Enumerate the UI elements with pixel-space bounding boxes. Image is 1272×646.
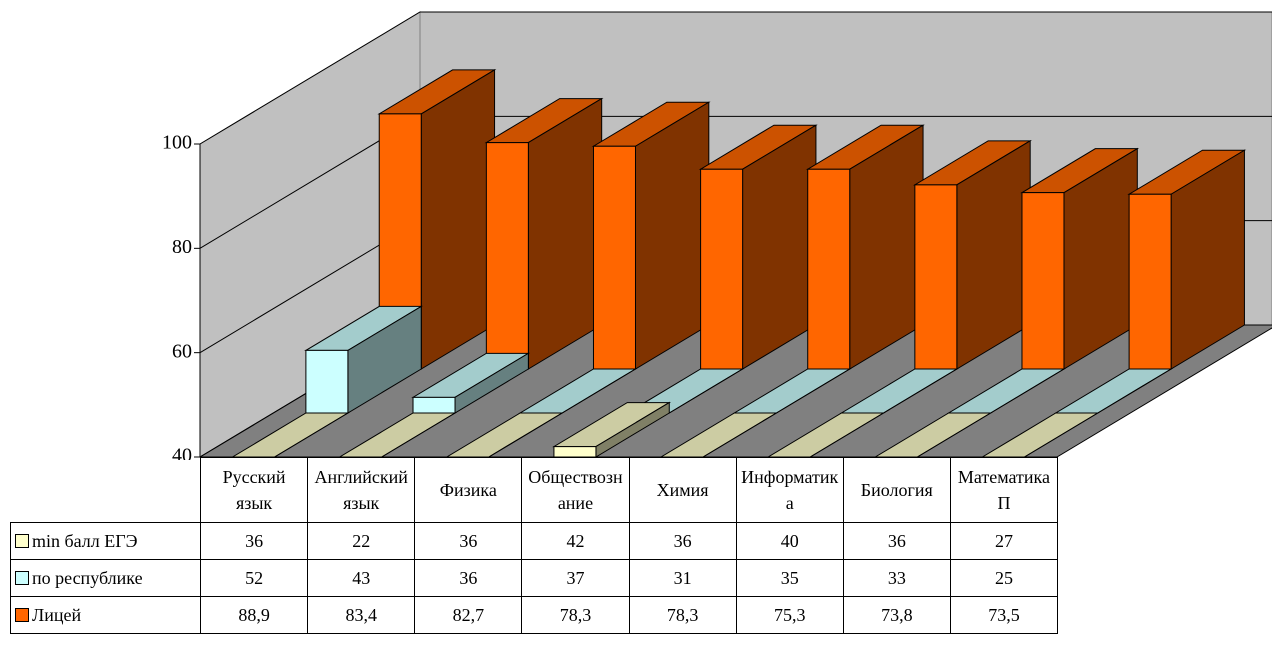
table-value: 33 bbox=[842, 559, 951, 597]
bar bbox=[698, 124, 818, 370]
bar-front bbox=[1021, 192, 1065, 370]
legend-swatch bbox=[15, 608, 29, 622]
table-value: 36 bbox=[628, 522, 737, 560]
bar-side bbox=[990, 368, 1065, 414]
bar-front bbox=[553, 446, 597, 458]
bar bbox=[591, 101, 711, 370]
bar-side bbox=[669, 368, 743, 414]
bar-side bbox=[917, 412, 991, 458]
table-value: 75,3 bbox=[735, 596, 844, 634]
table-value: 52 bbox=[199, 559, 309, 597]
table-value: 36 bbox=[199, 522, 309, 560]
bar-side bbox=[381, 412, 456, 458]
category-label: Обществознание bbox=[521, 457, 630, 523]
series-row: min балл ЕГЭ 36 22 36 42 36 40 36 27 bbox=[10, 522, 1059, 560]
legend-entry: Лицей bbox=[10, 596, 201, 634]
category-label: Информатика bbox=[735, 457, 844, 523]
header-row: Русский язык Английский язык Физика Обществ… bbox=[11, 457, 1059, 523]
legend-entry: по республике bbox=[10, 559, 201, 597]
bar-front bbox=[485, 142, 529, 370]
table-value: 78,3 bbox=[628, 596, 737, 634]
table-value: 35 bbox=[735, 559, 844, 597]
table-value: 42 bbox=[521, 522, 630, 560]
bar-side bbox=[883, 368, 958, 414]
table-value: 82,7 bbox=[414, 596, 523, 634]
category-label: Английский язык bbox=[307, 457, 416, 523]
legend-label: min балл ЕГЭ bbox=[32, 531, 138, 551]
bar bbox=[552, 401, 672, 458]
legend-entry: min балл ЕГЭ bbox=[10, 522, 201, 560]
bar-side bbox=[420, 69, 496, 370]
table-value: 88,9 bbox=[199, 596, 309, 634]
corner bbox=[11, 458, 201, 523]
bar bbox=[484, 97, 604, 370]
series-row: по республике 52 43 36 37 31 35 33 25 bbox=[10, 559, 1059, 597]
category-label: Химия bbox=[628, 457, 737, 523]
bar-side bbox=[527, 97, 603, 370]
y-tick-label: 100 bbox=[162, 132, 192, 154]
table-value: 83,4 bbox=[307, 596, 416, 634]
table-value: 27 bbox=[949, 522, 1059, 560]
bar-side bbox=[809, 412, 884, 458]
table-value: 36 bbox=[414, 559, 523, 597]
table-value: 73,5 bbox=[949, 596, 1059, 634]
series-row: Лицей 88,9 83,4 82,7 78,3 78,3 75,3 73,8 73,5 bbox=[10, 596, 1059, 634]
bar-front bbox=[305, 349, 349, 414]
bar-side bbox=[776, 368, 850, 414]
table-value: 78,3 bbox=[521, 596, 630, 634]
category-label: Биология bbox=[842, 457, 951, 523]
table-value: 22 bbox=[307, 522, 416, 560]
legend-swatch bbox=[15, 571, 29, 585]
bar-side bbox=[1097, 368, 1172, 414]
bar-front bbox=[807, 168, 851, 370]
bar-side bbox=[561, 368, 636, 414]
category-label: Русский язык bbox=[199, 457, 309, 523]
bar-side bbox=[274, 412, 349, 458]
table-value: 37 bbox=[521, 559, 630, 597]
bar bbox=[1020, 147, 1140, 370]
table-value: 40 bbox=[735, 522, 844, 560]
bar bbox=[913, 139, 1032, 370]
bar-side bbox=[634, 101, 710, 370]
bar bbox=[805, 124, 925, 370]
category-label: Физика bbox=[414, 457, 523, 523]
y-tick-label: 40 bbox=[172, 445, 192, 460]
chart: 40 60 80 100 bbox=[162, 11, 1272, 460]
bar-side bbox=[702, 412, 777, 458]
bar-side bbox=[1024, 412, 1099, 458]
grid-line bbox=[199, 11, 1272, 145]
bar bbox=[304, 305, 424, 414]
bar-front bbox=[412, 396, 456, 414]
bar-front bbox=[700, 168, 744, 370]
y-tick-label: 80 bbox=[172, 236, 192, 258]
bar-front bbox=[914, 184, 958, 370]
category-label: Математика П bbox=[949, 457, 1059, 523]
table-value: 73,8 bbox=[842, 596, 951, 634]
bar bbox=[377, 69, 497, 370]
legend-label: Лицей bbox=[32, 605, 82, 625]
bar bbox=[1127, 149, 1247, 370]
bar-front bbox=[592, 145, 636, 370]
legend-swatch bbox=[15, 534, 29, 548]
table-value: 43 bbox=[307, 559, 416, 597]
legend-label: по республике bbox=[32, 568, 143, 588]
bar-front bbox=[1128, 193, 1172, 370]
table-value: 36 bbox=[414, 522, 523, 560]
table-value: 25 bbox=[949, 559, 1059, 597]
y-tick-label: 60 bbox=[172, 340, 192, 362]
table-value: 36 bbox=[842, 522, 951, 560]
bar-side bbox=[488, 412, 563, 458]
data-table: Русский язык Английский язык Физика Обществ… bbox=[10, 457, 1059, 634]
table-value: 31 bbox=[628, 559, 737, 597]
